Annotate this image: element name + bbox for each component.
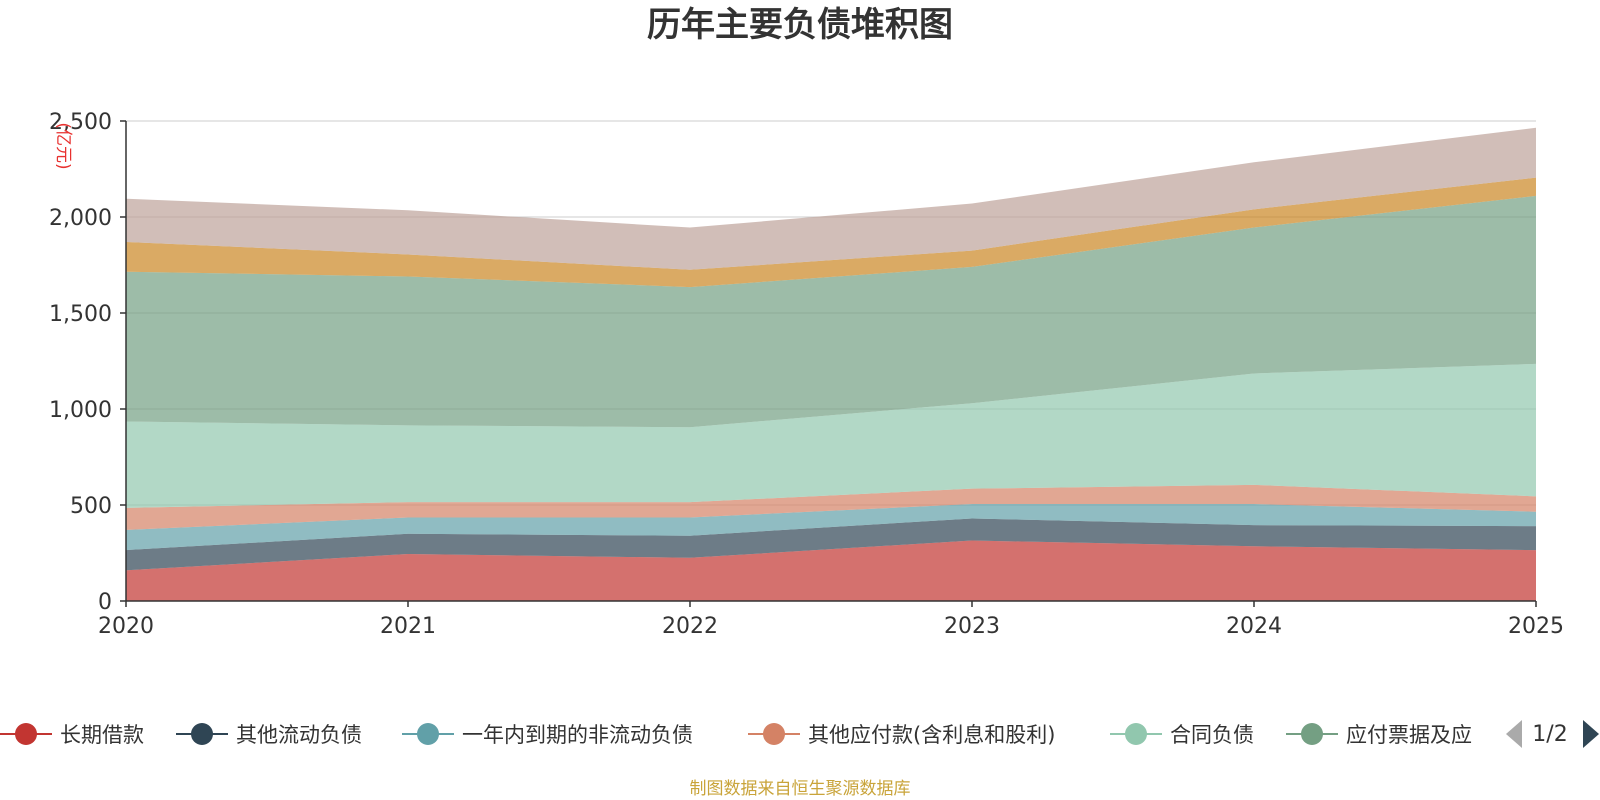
legend-label-1: 其他流动负债 xyxy=(236,723,362,747)
area-series xyxy=(126,127,1536,601)
legend-item-1[interactable]: 其他流动负债 xyxy=(176,723,362,747)
y-tick-label-5: 2,500 xyxy=(49,110,112,135)
legend-label-3: 其他应付款(含利息和股利) xyxy=(808,723,1055,747)
area-series-1 xyxy=(126,518,1536,571)
legend-marker-5 xyxy=(1301,723,1323,745)
area-series-6 xyxy=(126,177,1536,288)
legend-marker-3 xyxy=(763,723,785,745)
x-tick-label-5: 2025 xyxy=(1508,614,1564,639)
y-tick-label-2: 1,000 xyxy=(49,398,112,423)
legend-label-4: 合同负债 xyxy=(1170,723,1254,747)
legend-next-page-icon[interactable] xyxy=(1583,720,1599,748)
legend-item-2[interactable]: 一年内到期的非流动负债 xyxy=(402,723,693,747)
data-source-note: 制图数据来自恒生聚源数据库 xyxy=(690,779,911,799)
legend-item-4[interactable]: 合同负债 xyxy=(1110,723,1254,747)
legend-item-3[interactable]: 其他应付款(含利息和股利) xyxy=(748,723,1055,747)
axes: 0 500 1,000 1,500 2,000 2,500 2020 2021 2022 2023… xyxy=(49,110,1564,639)
legend: 长期借款 其他流动负债 一年内到期的非流动负债 其他应付款(含利息和股利) 合同负债 应付… xyxy=(0,723,1472,747)
x-tick-label-3: 2023 xyxy=(944,614,1000,639)
y-axis-unit-label: (亿元) xyxy=(53,122,73,169)
y-tick-label-3: 1,500 xyxy=(49,302,112,327)
legend-marker-4 xyxy=(1125,723,1147,745)
x-tick-label-4: 2024 xyxy=(1226,614,1282,639)
area-series-3 xyxy=(126,484,1536,530)
legend-label-0: 长期借款 xyxy=(60,723,144,747)
legend-item-5[interactable]: 应付票据及应 xyxy=(1286,723,1472,747)
y-tick-label-1: 500 xyxy=(70,494,112,519)
y-axis-unit-text: 亿元 xyxy=(53,129,73,163)
legend-marker-2 xyxy=(417,723,439,745)
area-series-4 xyxy=(126,363,1536,508)
legend-page-indicator: 1/2 xyxy=(1532,722,1567,747)
area-series-0 xyxy=(126,540,1536,601)
legend-pager: 1/2 xyxy=(1506,720,1599,748)
legend-label-2: 一年内到期的非流动负债 xyxy=(462,723,693,747)
area-series-7 xyxy=(126,127,1536,270)
legend-marker-1 xyxy=(191,723,213,745)
y-tick-label-0: 0 xyxy=(98,590,112,615)
area-series-2 xyxy=(126,504,1536,551)
x-tick-label-2: 2022 xyxy=(662,614,718,639)
chart-title: 历年主要负债堆积图 xyxy=(647,5,953,45)
y-tick-label-4: 2,000 xyxy=(49,206,112,231)
x-tick-label-1: 2021 xyxy=(380,614,436,639)
legend-marker-0 xyxy=(15,723,37,745)
legend-prev-page-icon[interactable] xyxy=(1506,720,1522,748)
legend-label-5: 应付票据及应 xyxy=(1346,723,1472,747)
area-series-5 xyxy=(126,195,1536,428)
legend-item-0[interactable]: 长期借款 xyxy=(0,723,144,747)
x-tick-label-0: 2020 xyxy=(98,614,154,639)
